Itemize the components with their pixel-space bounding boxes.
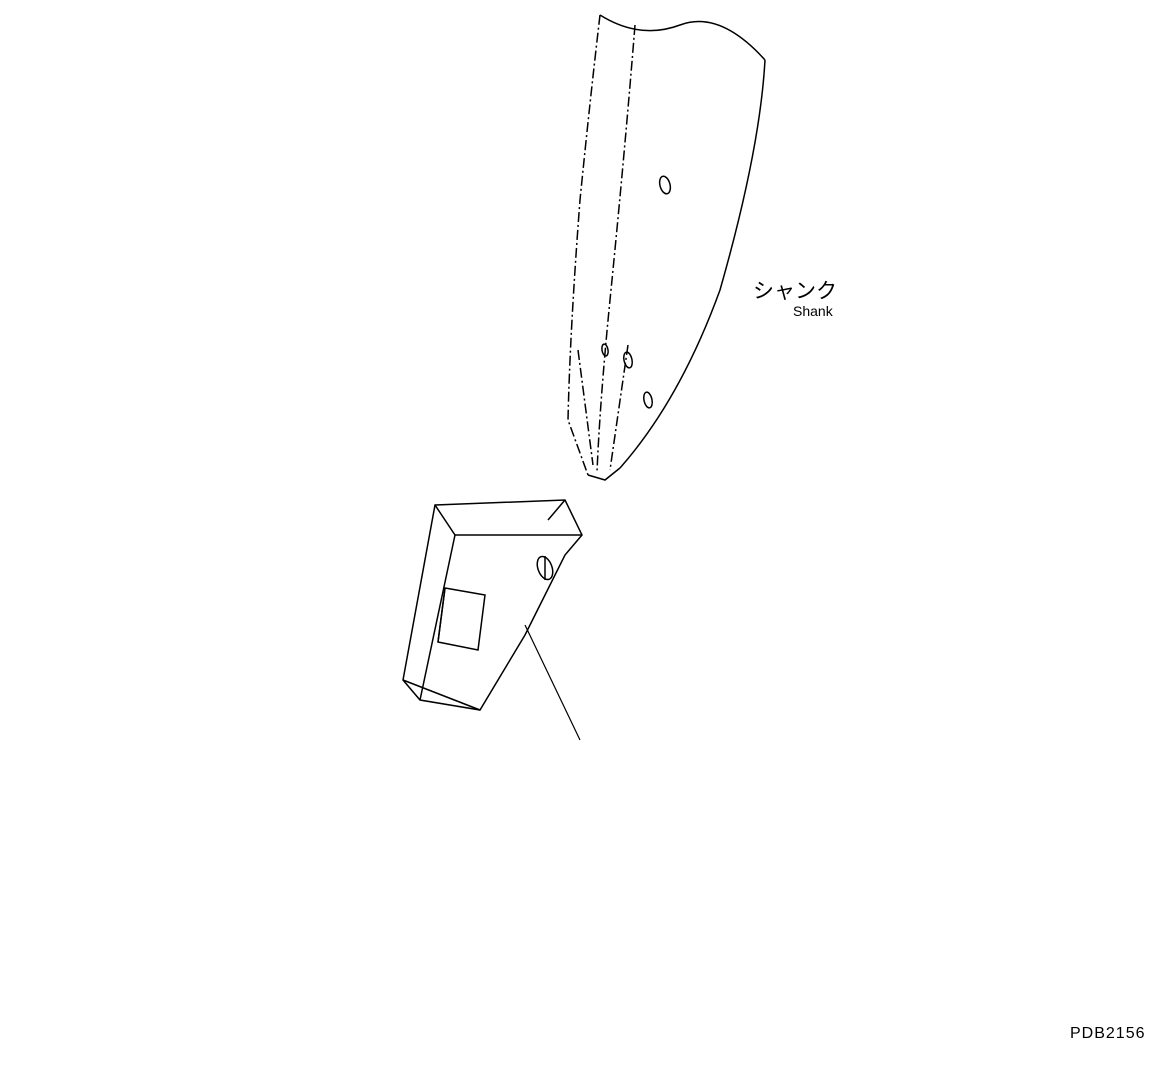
point-tip-part [403,500,582,710]
shank-part [568,15,765,480]
shank-label-english: Shank [793,303,833,319]
diagram-svg [0,0,1168,1065]
technical-diagram-container: シャンク Shank PDB2156 [0,0,1168,1065]
document-id: PDB2156 [1070,1025,1146,1043]
shank-label-japanese: シャンク [753,275,837,305]
leader-line [525,625,580,740]
